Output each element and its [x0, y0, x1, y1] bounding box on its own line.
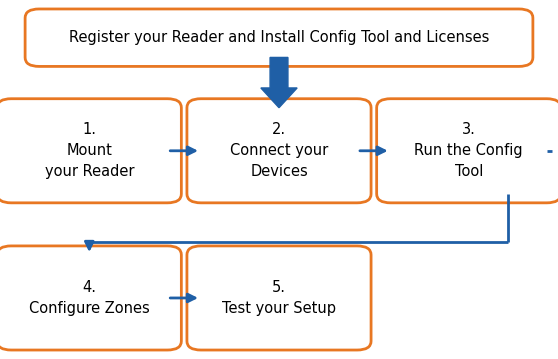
Text: 3.
Run the Config
Tool: 3. Run the Config Tool — [415, 122, 523, 179]
Text: 2.
Connect your
Devices: 2. Connect your Devices — [230, 122, 328, 179]
Text: Register your Reader and Install Config Tool and Licenses: Register your Reader and Install Config … — [69, 30, 489, 45]
FancyBboxPatch shape — [377, 99, 558, 203]
Text: 5.
Test your Setup: 5. Test your Setup — [222, 280, 336, 316]
FancyBboxPatch shape — [0, 246, 181, 350]
FancyBboxPatch shape — [187, 246, 371, 350]
Text: 4.
Configure Zones: 4. Configure Zones — [29, 280, 150, 316]
Text: 1.
Mount
your Reader: 1. Mount your Reader — [45, 122, 134, 179]
FancyBboxPatch shape — [25, 9, 533, 66]
Polygon shape — [261, 57, 297, 108]
FancyBboxPatch shape — [187, 99, 371, 203]
FancyBboxPatch shape — [0, 99, 181, 203]
